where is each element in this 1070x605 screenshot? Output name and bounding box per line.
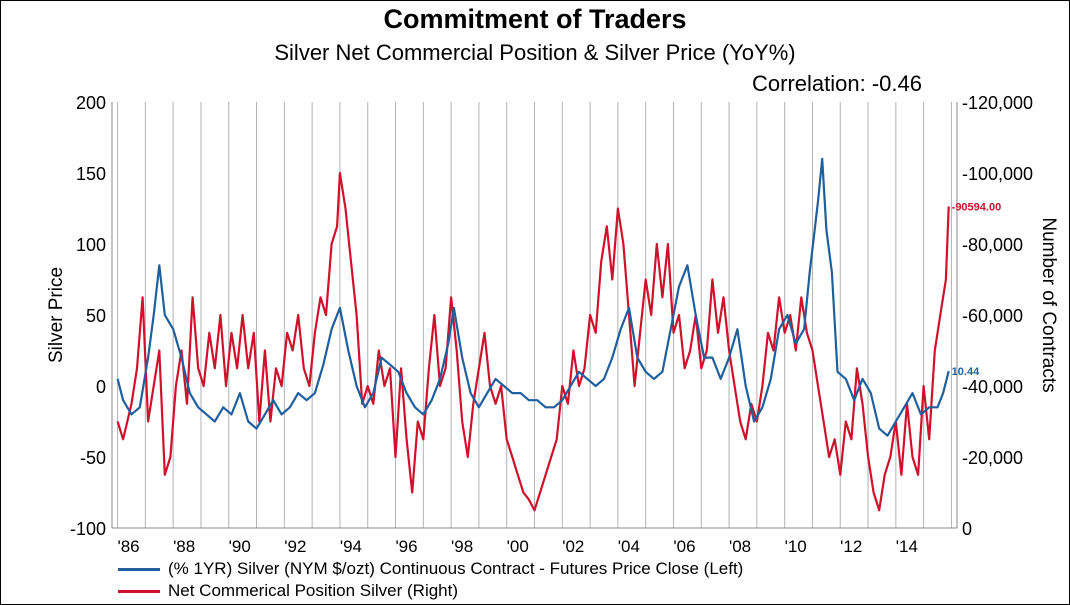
x-tick-label: '08 [729,537,751,556]
x-tick-label: '86 [117,537,139,556]
x-tick-label: '10 [785,537,807,556]
y-right-tick-label: -20,000 [962,448,1023,468]
y-right-tick-label: -120,000 [962,93,1033,113]
y-left-axis-title: Silver Price [46,267,67,363]
y-left-tick-label: 50 [86,306,106,326]
y-right-tick-label: -100,000 [962,164,1033,184]
x-tick-label: '14 [896,537,918,556]
x-tick-label: '96 [395,537,417,556]
y-left-tick-label: 100 [76,235,106,255]
chart-subtitle: Silver Net Commercial Position & Silver … [274,40,796,65]
legend-swatch-blue [118,567,160,571]
chart-title: Commitment of Traders [383,4,687,34]
end-value-label: 10.44 [952,366,980,378]
legend-swatch-red [118,589,160,593]
x-tick-label: '12 [840,537,862,556]
x-tick-label: '02 [562,537,584,556]
end-value-label: -90594.00 [952,201,1002,213]
legend-item-net-commercial: Net Commerical Position Silver (Right) [118,581,458,601]
net-commercial-line [116,171,950,512]
silver-price-line [116,157,950,437]
legend-item-silver-price: (% 1YR) Silver (NYM $/ozt) Continuous Co… [118,559,743,579]
x-tick-label: '04 [618,537,640,556]
x-tick-label: '98 [451,537,473,556]
x-tick-label: '06 [673,537,695,556]
y-left-tick-label: -50 [80,448,106,468]
legend-label: Net Commerical Position Silver (Right) [168,581,459,600]
y-right-tick-label: 0 [962,519,972,539]
x-tick-label: '92 [284,537,306,556]
x-tick-label: '00 [507,537,529,556]
y-right-axis-title: Number of Contracts [1038,217,1059,392]
correlation-label: Correlation: -0.46 [752,71,922,96]
y-left-tick-label: 200 [76,93,106,113]
y-left-tick-label: 150 [76,164,106,184]
legend-label: (% 1YR) Silver (NYM $/ozt) Continuous Co… [168,559,744,578]
grid-lines [117,102,952,528]
y-right-tick-label: -80,000 [962,235,1023,255]
y-left-tick-label: -100 [70,519,106,539]
x-tick-label: '88 [173,537,195,556]
y-right-tick-label: -60,000 [962,306,1023,326]
y-left-tick-label: 0 [96,377,106,397]
y-right-tick-label: -40,000 [962,377,1023,397]
x-tick-label: '94 [340,537,362,556]
x-tick-label: '90 [229,537,251,556]
